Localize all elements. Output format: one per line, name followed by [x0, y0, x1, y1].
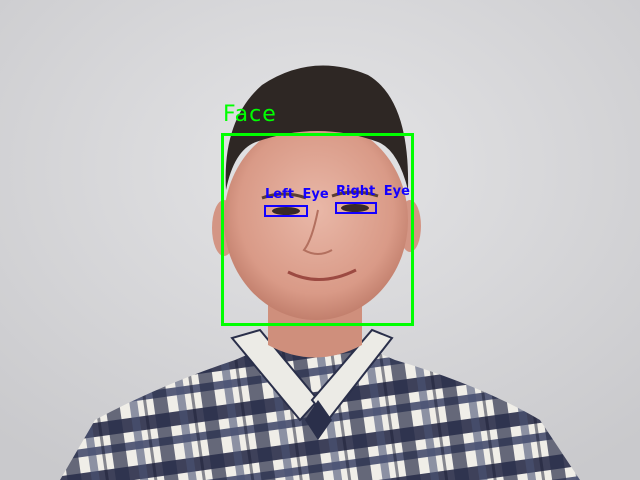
right-eye-detection-label: Right Eye [336, 184, 410, 199]
face-detection-label: Face [223, 102, 277, 127]
left-eye-detection-label: Left Eye [265, 187, 329, 202]
